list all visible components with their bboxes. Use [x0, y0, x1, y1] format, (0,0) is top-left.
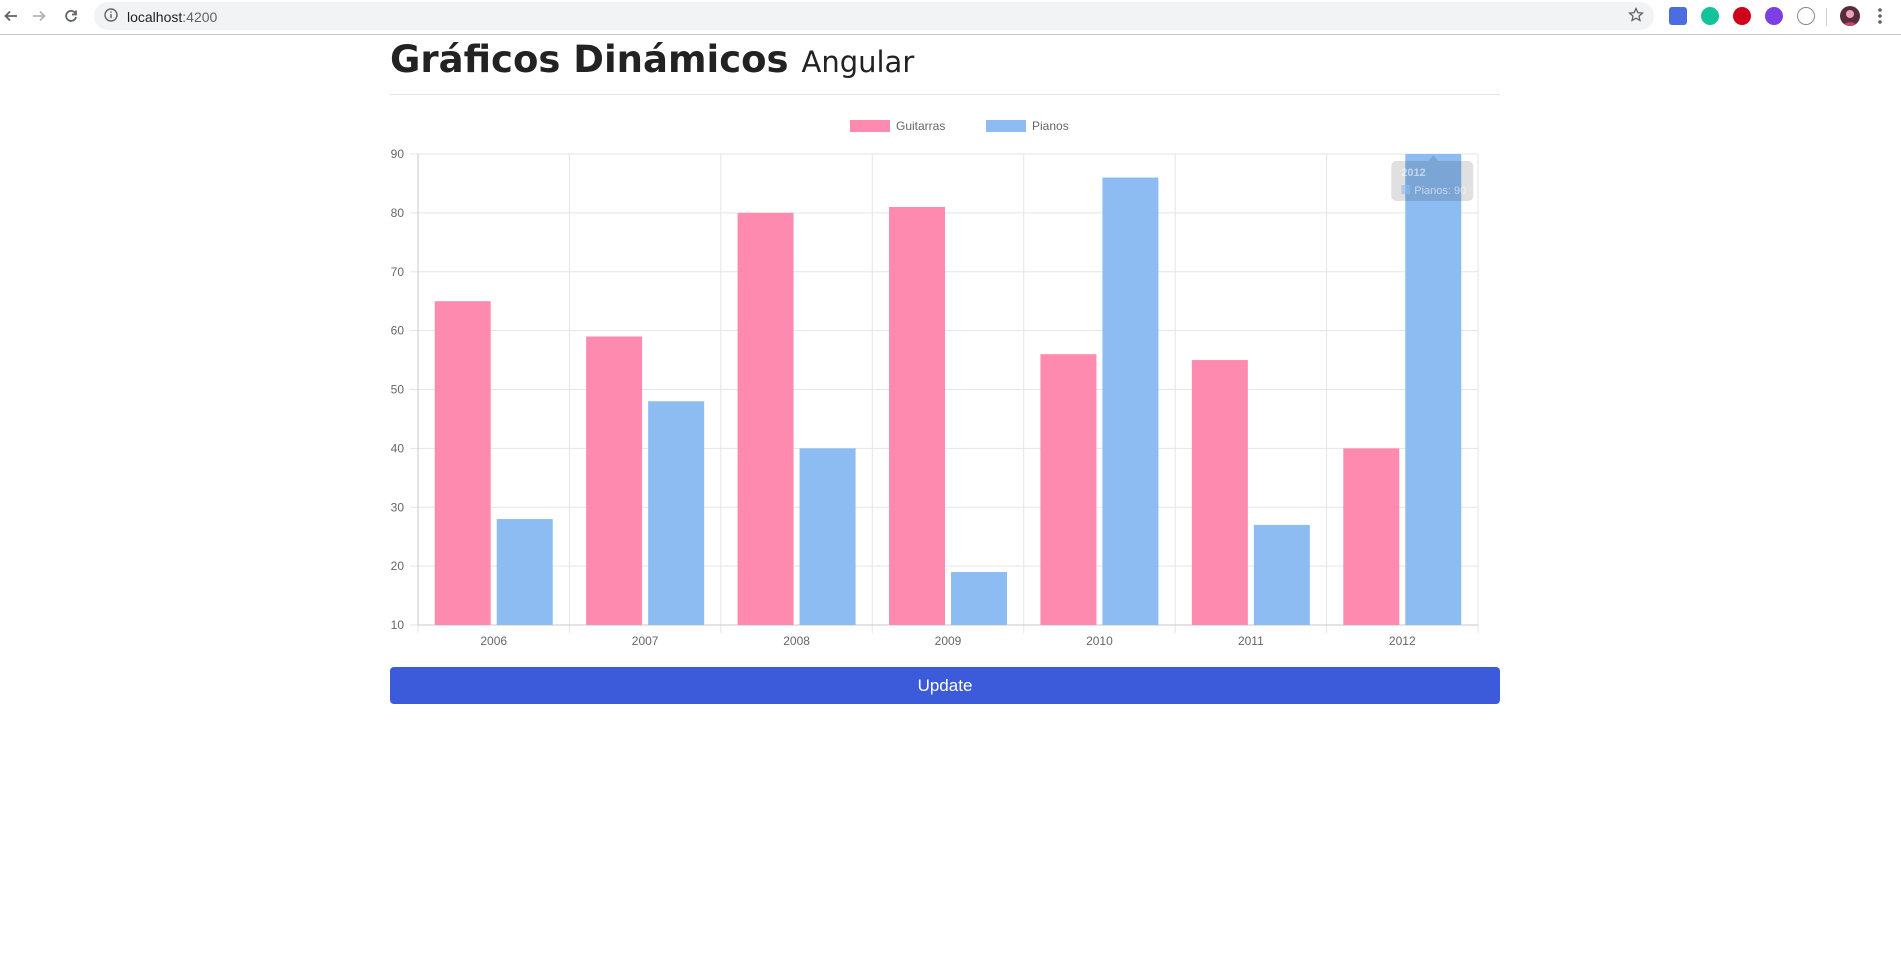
- y-tick-label: 40: [391, 441, 405, 455]
- y-tick-label: 90: [391, 147, 405, 161]
- bar-guitarras-2010: [1040, 354, 1097, 625]
- bar-pianos-2011: [1253, 524, 1310, 625]
- grammarly-extension-icon[interactable]: [1701, 7, 1719, 25]
- y-tick-label: 60: [391, 324, 405, 338]
- x-tick-label: 2010: [1086, 634, 1113, 648]
- chart-tooltip-label: Pianos: 90: [1414, 185, 1466, 197]
- bar-guitarras-2012: [1343, 448, 1400, 625]
- translate-extension-icon[interactable]: [1669, 7, 1687, 25]
- chart-tooltip-swatch: [1401, 185, 1411, 194]
- bar-guitarras-2009: [889, 206, 945, 626]
- page-container: Gráficos Dinámicos Angular Guitarras Pian…: [390, 35, 1500, 704]
- site-info-icon[interactable]: [104, 8, 118, 27]
- x-tick-label: 2009: [935, 634, 962, 648]
- bar-pianos-2006: [496, 519, 553, 625]
- page-title-text: Gráficos Dinámicos: [390, 38, 789, 81]
- bar-guitarras-2007: [586, 336, 643, 625]
- page-title: Gráficos Dinámicos Angular: [390, 35, 914, 87]
- x-tick-label: 2012: [1389, 634, 1416, 648]
- chart-tooltip-title: 2012: [1401, 167, 1425, 179]
- bar-pianos-2007: [648, 401, 705, 625]
- legend-label-guitarras: Guitarras: [896, 119, 945, 133]
- url-host: localhost: [127, 9, 183, 25]
- y-tick-label: 10: [391, 618, 405, 632]
- x-tick-label: 2007: [632, 634, 659, 648]
- bar-chart: Guitarras Pianos 10 20 30 40 50 60 70 80 90 2006 200…: [390, 110, 1500, 685]
- y-tick-label: 70: [391, 265, 405, 279]
- x-tick-label: 2008: [783, 634, 810, 648]
- forward-arrow-icon[interactable]: [28, 4, 50, 28]
- bar-pianos-2009: [951, 572, 1007, 625]
- cloud-extension-icon[interactable]: [1797, 7, 1815, 25]
- legend-swatch-guitarras: [850, 120, 890, 132]
- legend-swatch-pianos: [986, 120, 1026, 132]
- address-url: localhost:4200: [127, 9, 217, 25]
- bar-guitarras-2008: [737, 212, 794, 625]
- update-button[interactable]: Update: [390, 667, 1500, 704]
- y-tick-label: 50: [391, 383, 405, 397]
- bar-pianos-2010: [1102, 177, 1159, 626]
- page-subtitle: Angular: [801, 45, 915, 79]
- browser-menu-icon[interactable]: [1877, 7, 1883, 30]
- chart-tooltip-caret: [1428, 155, 1439, 161]
- y-tick-label: 20: [391, 559, 405, 573]
- bar-chart-svg: Guitarras Pianos 10 20 30 40 50 60 70 80 90 2006 200…: [391, 119, 1479, 648]
- legend-label-pianos: Pianos: [1032, 119, 1069, 133]
- reload-icon[interactable]: [60, 4, 82, 28]
- profile-avatar[interactable]: [1840, 6, 1860, 26]
- bookmark-star-icon[interactable]: [1628, 6, 1644, 28]
- browser-toolbar: localhost:4200: [0, 0, 1901, 35]
- bar-guitarras-2011: [1191, 360, 1248, 625]
- y-tick-label: 30: [391, 500, 405, 514]
- address-bar[interactable]: localhost:4200: [94, 2, 1654, 30]
- bar-guitarras-2006: [434, 301, 491, 625]
- y-tick-label: 80: [391, 206, 405, 220]
- yab-extension-icon[interactable]: [1733, 7, 1751, 25]
- url-port: :4200: [182, 9, 218, 25]
- x-tick-label: 2011: [1238, 634, 1264, 648]
- toolbar-divider: [1826, 8, 1827, 26]
- x-tick-label: 2006: [480, 634, 507, 648]
- bar-pianos-2008: [799, 448, 856, 625]
- page-header: Gráficos Dinámicos Angular: [390, 35, 1500, 95]
- back-arrow-icon[interactable]: [0, 4, 22, 28]
- chart-tooltip: [1391, 161, 1474, 201]
- bar-pianos-2012: [1405, 154, 1462, 625]
- check-extension-icon[interactable]: [1765, 7, 1783, 25]
